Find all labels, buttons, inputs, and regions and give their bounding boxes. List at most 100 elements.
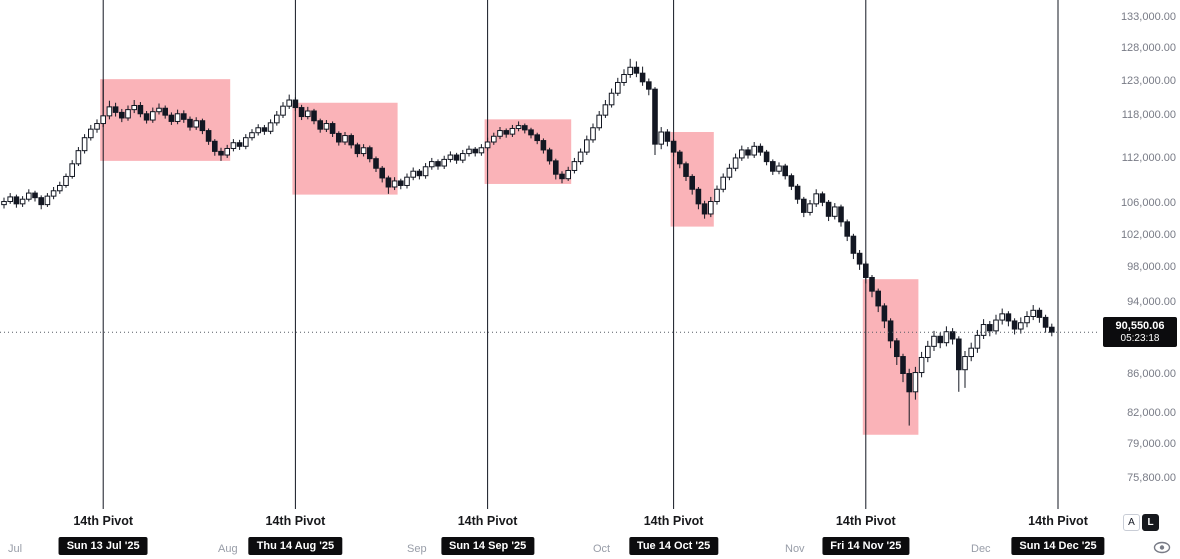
candle-up[interactable]	[280, 105, 286, 116]
candle-up[interactable]	[19, 198, 26, 205]
candle-up[interactable]	[1, 201, 7, 206]
candle-down[interactable]	[1036, 309, 1043, 318]
candle-down[interactable]	[695, 188, 702, 205]
candle-down[interactable]	[546, 149, 553, 162]
candle-up[interactable]	[81, 137, 88, 152]
candle-up[interactable]	[75, 150, 82, 165]
candle-down[interactable]	[838, 206, 844, 223]
candle-up[interactable]	[7, 196, 13, 203]
price-axis[interactable]: 133,000.00 128,000.00 123,000.00 118,000.00…	[1100, 0, 1180, 559]
pivot-date-badge[interactable]: Sun 14 Dec '25	[1011, 537, 1105, 555]
candle-down[interactable]	[38, 197, 45, 206]
candle-up[interactable]	[391, 180, 398, 188]
candle-up[interactable]	[565, 169, 572, 180]
candle-down[interactable]	[168, 114, 175, 122]
candle-up[interactable]	[608, 92, 615, 106]
candle-up[interactable]	[515, 125, 522, 129]
candle-up[interactable]	[243, 137, 249, 147]
candle-down[interactable]	[956, 338, 962, 371]
candle-up[interactable]	[577, 151, 584, 163]
candle-up[interactable]	[63, 175, 69, 186]
candle-down[interactable]	[317, 120, 323, 130]
candle-up[interactable]	[88, 128, 94, 139]
candle-up[interactable]	[931, 335, 937, 347]
auto-scale-button[interactable]: A	[1123, 514, 1140, 531]
candle-down[interactable]	[937, 335, 944, 344]
candle-up[interactable]	[627, 66, 634, 76]
candle-down[interactable]	[367, 147, 373, 160]
candle-down[interactable]	[336, 132, 342, 143]
candle-up[interactable]	[460, 153, 466, 161]
candle-up[interactable]	[912, 372, 919, 393]
candle-down[interactable]	[906, 373, 913, 393]
candle-down[interactable]	[503, 130, 509, 135]
candle-down[interactable]	[794, 185, 801, 200]
candle-down[interactable]	[788, 175, 795, 187]
candle-down[interactable]	[162, 107, 168, 116]
candle-down[interactable]	[205, 130, 212, 142]
candle-up[interactable]	[962, 356, 968, 371]
candle-up[interactable]	[497, 130, 503, 137]
candle-down[interactable]	[639, 72, 646, 83]
candle-up[interactable]	[249, 132, 255, 139]
candle-up[interactable]	[658, 131, 665, 145]
candle-down[interactable]	[1049, 326, 1055, 333]
candle-up[interactable]	[230, 142, 237, 149]
candle-up[interactable]	[596, 114, 603, 129]
candle-up[interactable]	[441, 158, 447, 167]
candle-down[interactable]	[398, 180, 404, 186]
candle-down[interactable]	[949, 331, 956, 340]
candle-down[interactable]	[416, 170, 423, 177]
candle-down[interactable]	[689, 175, 696, 190]
candle-up[interactable]	[429, 161, 435, 168]
candle-up[interactable]	[621, 74, 627, 83]
candle-up[interactable]	[720, 176, 727, 190]
pivot-date-badge[interactable]: Tue 14 Oct '25	[628, 537, 719, 555]
candle-down[interactable]	[1042, 316, 1049, 328]
candle-up[interactable]	[478, 147, 485, 154]
candle-up[interactable]	[1024, 316, 1030, 324]
candle-down[interactable]	[869, 276, 875, 292]
candle-down[interactable]	[825, 201, 832, 217]
candle-down[interactable]	[143, 113, 150, 121]
candle-up[interactable]	[813, 193, 820, 205]
candle-down[interactable]	[770, 161, 776, 172]
candle-up[interactable]	[50, 190, 57, 197]
candle-down[interactable]	[819, 193, 826, 203]
candle-down[interactable]	[664, 131, 671, 142]
candle-up[interactable]	[980, 324, 987, 336]
candle-down[interactable]	[379, 167, 385, 179]
candle-down[interactable]	[354, 144, 361, 155]
candle-up[interactable]	[224, 147, 230, 156]
candle-down[interactable]	[856, 252, 863, 265]
candle-down[interactable]	[683, 163, 689, 177]
candle-down[interactable]	[900, 356, 906, 375]
candle-up[interactable]	[602, 104, 609, 116]
candle-down[interactable]	[534, 134, 541, 142]
candle-down[interactable]	[236, 142, 243, 147]
candle-up[interactable]	[708, 201, 714, 215]
candle-up[interactable]	[286, 99, 292, 107]
visibility-eye-icon[interactable]	[1152, 539, 1172, 556]
candle-up[interactable]	[404, 176, 410, 186]
candle-up[interactable]	[1030, 309, 1037, 318]
candle-up[interactable]	[832, 206, 838, 217]
pivot-date-badge[interactable]: Sun 14 Sep '25	[440, 537, 535, 555]
candle-down[interactable]	[745, 149, 751, 156]
candle-down[interactable]	[212, 140, 218, 152]
candle-down[interactable]	[112, 106, 119, 113]
candle-up[interactable]	[590, 127, 596, 141]
candle-up[interactable]	[410, 170, 416, 178]
candle-up[interactable]	[150, 111, 156, 121]
candle-up[interactable]	[466, 148, 472, 155]
candle-up[interactable]	[776, 165, 782, 172]
candle-up[interactable]	[342, 135, 348, 143]
pivot-date-badge[interactable]: Sun 13 Jul '25	[58, 537, 148, 555]
candle-down[interactable]	[646, 81, 652, 90]
candle-up[interactable]	[491, 135, 497, 143]
candle-up[interactable]	[44, 195, 51, 206]
candle-up[interactable]	[422, 166, 429, 177]
candle-down[interactable]	[119, 111, 125, 119]
pivot-date-badge[interactable]: Fri 14 Nov '25	[822, 537, 910, 555]
